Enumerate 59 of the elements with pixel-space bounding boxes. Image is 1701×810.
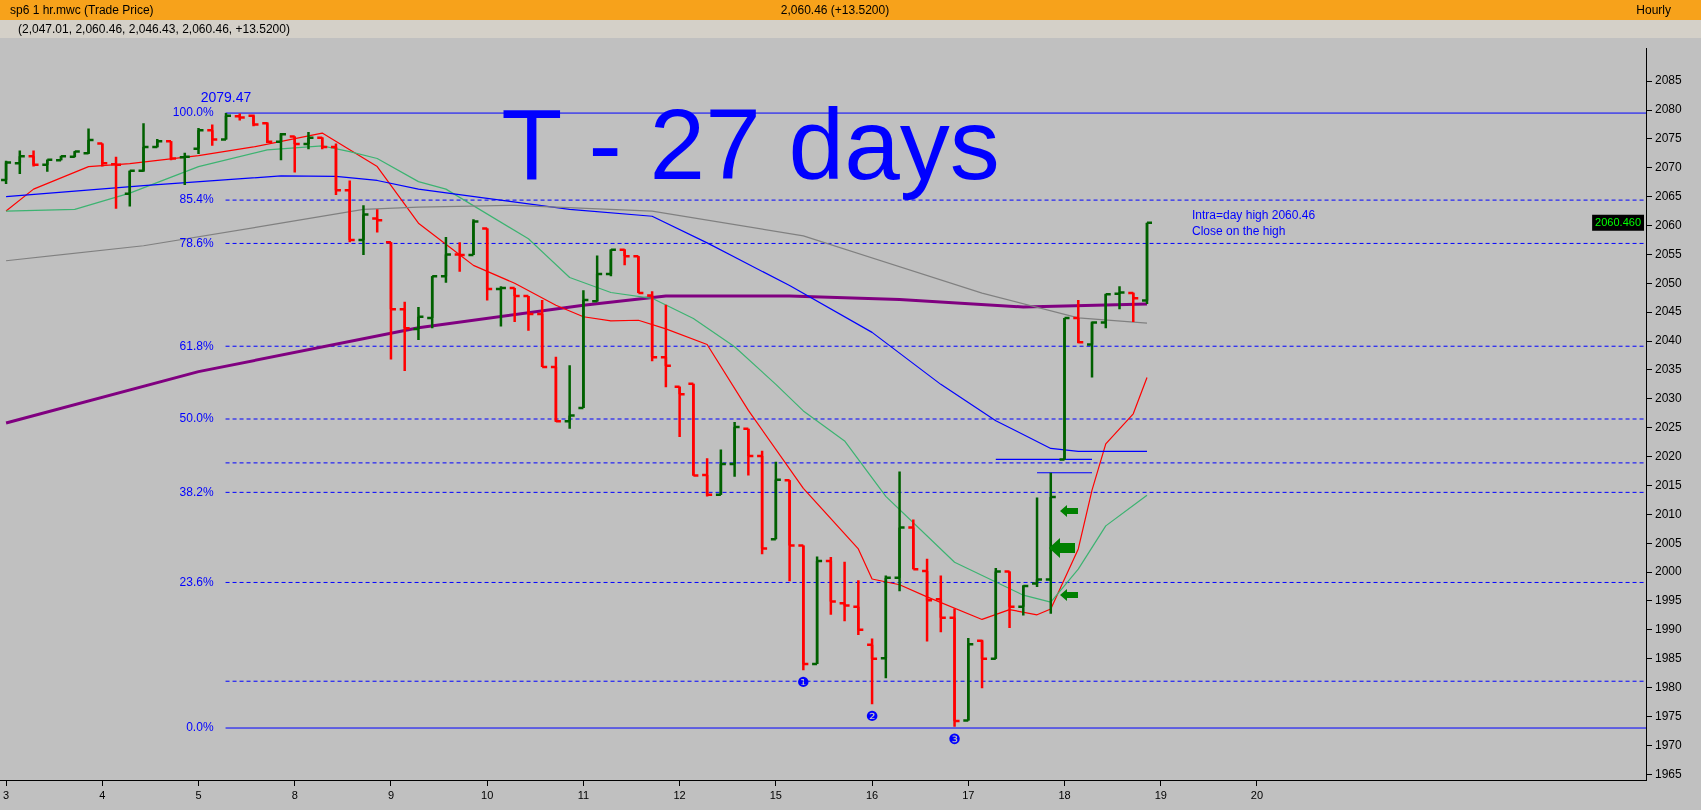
x-tick-label: 12 bbox=[673, 788, 686, 801]
y-tick-label: 2005 bbox=[1655, 535, 1683, 550]
x-tick-label: 18 bbox=[1058, 788, 1071, 801]
x-tick-label: 17 bbox=[962, 788, 975, 801]
y-tick-label: 2015 bbox=[1655, 477, 1683, 492]
annotation: ❷ bbox=[865, 707, 879, 724]
y-tick-label: 2010 bbox=[1655, 506, 1683, 521]
y-tick-label: 2040 bbox=[1655, 333, 1683, 348]
y-tick-label: 2085 bbox=[1655, 73, 1683, 88]
x-tick-label: 15 bbox=[769, 788, 782, 801]
y-tick-label: 1980 bbox=[1655, 679, 1683, 694]
x-tick-label: 10 bbox=[481, 788, 494, 801]
y-tick-label: 1965 bbox=[1655, 766, 1683, 781]
text: sp6 1 hr.mwc (Trade Price) bbox=[10, 3, 154, 17]
x-tick-label: 3 bbox=[3, 788, 10, 801]
annotation: 85.4% bbox=[179, 192, 214, 207]
y-tick-label: 2080 bbox=[1655, 102, 1683, 117]
x-tick-label: 4 bbox=[99, 788, 106, 801]
x-tick-label: 5 bbox=[195, 788, 202, 801]
annotation: 61.8% bbox=[179, 338, 214, 353]
text: (2,047.01, 2,060.46, 2,046.43, 2,060.46, +13.5200) bbox=[18, 22, 290, 36]
x-tick-label: 8 bbox=[291, 788, 298, 801]
y-tick-label: 2055 bbox=[1655, 246, 1683, 261]
annotation: 78.6% bbox=[179, 235, 214, 250]
chart-subtitle: 2,060.46 (+13.5200) bbox=[780, 3, 890, 17]
y-tick-label: 1970 bbox=[1655, 737, 1683, 752]
y-tick-label: 1985 bbox=[1655, 651, 1683, 666]
y-tick-label: 2035 bbox=[1655, 362, 1683, 377]
y-tick-label: 2025 bbox=[1655, 419, 1683, 434]
y-tick-label: 2045 bbox=[1655, 304, 1683, 319]
x-tick-label: 9 bbox=[387, 788, 395, 801]
y-tick-label: 2020 bbox=[1655, 448, 1683, 463]
y-tick-label: 2070 bbox=[1655, 160, 1683, 175]
annotation: 23.6% bbox=[179, 574, 214, 589]
y-tick-label: 2000 bbox=[1655, 564, 1683, 579]
annotation: ❶ bbox=[797, 673, 810, 690]
y-tick-label: 1990 bbox=[1655, 622, 1683, 637]
annotation: 38.2% bbox=[179, 484, 214, 499]
annotation: 2060.460 bbox=[1595, 215, 1642, 228]
y-tick-label: 2030 bbox=[1655, 391, 1683, 406]
y-tick-label: 1995 bbox=[1655, 593, 1683, 608]
text: Hourly bbox=[1636, 3, 1671, 17]
annotation: Close on the high bbox=[1192, 224, 1286, 239]
annotation: 0.0% bbox=[186, 720, 214, 735]
y-tick-label: 2065 bbox=[1655, 188, 1683, 203]
x-tick-label: 19 bbox=[1154, 788, 1167, 801]
annotation: 2079.47 bbox=[200, 88, 252, 105]
y-tick-label: 2075 bbox=[1655, 131, 1683, 146]
x-tick-label: 20 bbox=[1250, 788, 1264, 801]
annotation: Intra=day high 2060.46 bbox=[1192, 208, 1316, 223]
chart-title: T - 27 days bbox=[501, 88, 1000, 200]
x-tick-label: 11 bbox=[577, 788, 590, 801]
annotation: ❸ bbox=[948, 730, 961, 747]
y-tick-label: 2050 bbox=[1655, 275, 1683, 290]
annotation: 50.0% bbox=[179, 411, 214, 426]
x-tick-label: 16 bbox=[865, 788, 879, 801]
y-tick-label: 1975 bbox=[1655, 708, 1683, 723]
annotation: 100.0% bbox=[172, 105, 214, 120]
y-tick-label: 2060 bbox=[1655, 217, 1683, 232]
